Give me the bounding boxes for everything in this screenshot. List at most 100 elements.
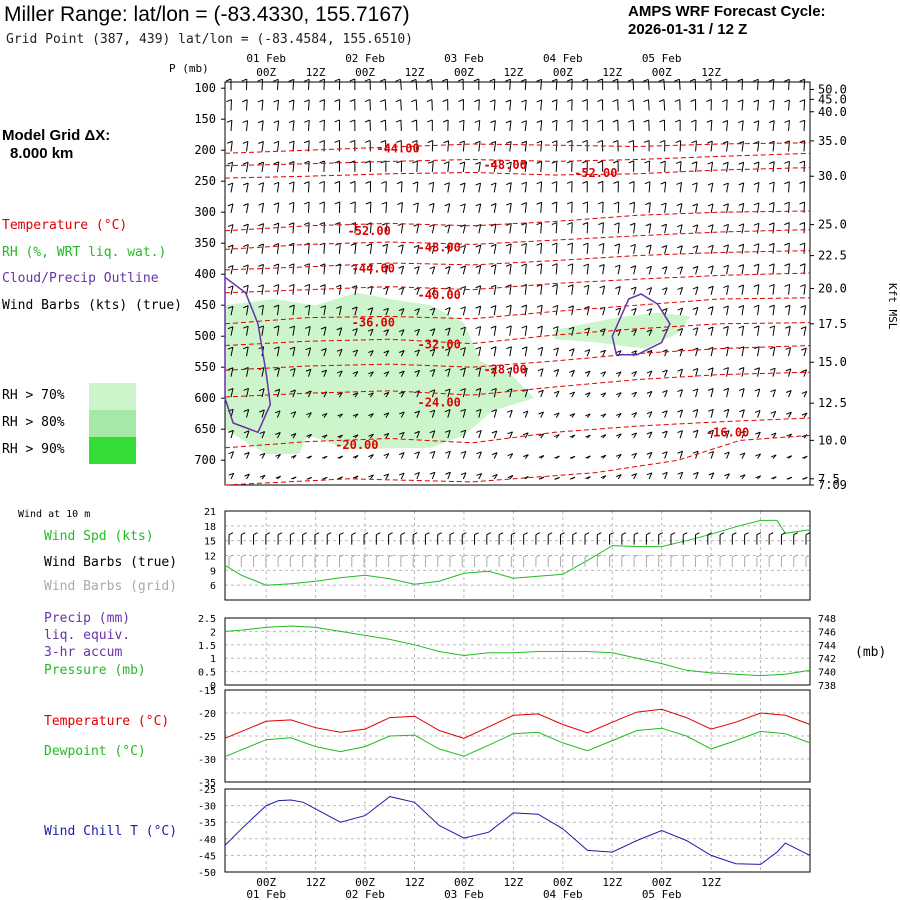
wind-barb (586, 222, 589, 234)
wind-barb-flag (336, 327, 342, 331)
wind-barb (416, 287, 420, 295)
wind-barb-flag (600, 434, 607, 438)
wind-barb-flag (505, 78, 511, 82)
wind-barb-flag (692, 429, 699, 433)
wind-barb-flag (395, 99, 401, 103)
wind-barb-flag (334, 201, 340, 205)
wind-barb (679, 266, 683, 275)
wind-barb (323, 79, 325, 91)
wind-barb-flag (707, 306, 714, 310)
wind-barb-flag (476, 451, 482, 455)
wind-barb-flag (551, 78, 558, 82)
wind-barb (540, 390, 544, 398)
grid-wind-barb-flag (351, 554, 356, 558)
wind-barb (524, 182, 527, 193)
wind-barb-flag (258, 141, 264, 144)
grid-wind-barb-flag (597, 554, 602, 558)
wind-barb-flag (459, 161, 465, 165)
wind-barb (695, 182, 698, 193)
wind-barb-flag (258, 304, 264, 308)
forecast-cycle-label: AMPS WRF Forecast Cycle: (628, 3, 826, 20)
wind-barb (695, 327, 699, 336)
wind-barb (633, 391, 638, 398)
surface-wind-barb-flag (768, 532, 774, 536)
wind-barb-flag (738, 202, 744, 206)
temperature-contour (224, 322, 811, 346)
wind-barb (509, 388, 513, 398)
grid-wind-barb-flag (486, 554, 492, 558)
wind-barb-flag (646, 411, 653, 415)
wind-barb (757, 410, 761, 418)
wind-barb-flag (600, 328, 606, 332)
surface-wind-barb-flag (228, 532, 234, 536)
wind-barb-flag (754, 388, 760, 392)
pressure-tick-label: 400 (194, 267, 216, 281)
wind-barb-flag (475, 387, 481, 391)
wind-barb (741, 452, 746, 459)
wind-barb-flag (303, 222, 310, 226)
wind-barb (757, 325, 760, 336)
wind-barb-flag (768, 78, 775, 82)
wind-barb-flag (411, 99, 417, 103)
y2-tick-label: 746 (818, 627, 836, 638)
wind-barb-flag (475, 408, 482, 412)
wind-barb (695, 388, 699, 398)
wind-barb-flag (365, 180, 371, 184)
wind-barb-flag (506, 388, 513, 392)
y-tick-label: 1.5 (198, 641, 216, 652)
wind-barb-flag (429, 348, 436, 352)
wind-barb-flag (399, 370, 405, 374)
wind-barb (648, 308, 653, 316)
wind-barb-flag (597, 139, 603, 143)
wind-barb-flag (677, 368, 683, 372)
wind-barb-flag (288, 78, 294, 82)
wind-barb-flag (692, 347, 699, 351)
wind-barb (726, 305, 729, 316)
wind-barb (803, 79, 806, 91)
wind-barb (400, 411, 405, 418)
wind-barb (772, 182, 775, 193)
wind-barb-flag (662, 389, 668, 393)
wind-barb-flag (429, 389, 435, 393)
temperature-contour-label: -24.00 (418, 395, 461, 409)
wind-barb (431, 79, 433, 91)
wind-barb-flag (227, 387, 234, 391)
top-tick-label: 12Z (405, 66, 425, 79)
wind-barb-flag (242, 325, 249, 329)
wind-barb-flag (475, 182, 481, 186)
wind-barb-flag (705, 78, 712, 82)
bottom-date-label: 03 Feb (444, 888, 484, 900)
wind-barb (307, 202, 310, 213)
wind-barb-flag (738, 305, 744, 308)
wind-barb-flag (738, 120, 744, 124)
wind-barb-flag (585, 455, 591, 459)
wind-barb-flag (305, 325, 311, 329)
wind-barb-flag (739, 452, 746, 456)
wind-barb-flag (585, 413, 591, 417)
wind-barb-flag (304, 99, 310, 103)
wind-barb (633, 286, 637, 295)
wind-barb-flag (475, 326, 481, 330)
wind-barb-flag (801, 369, 807, 373)
legend-wind-barbs: Wind Barbs (kts) (true) (2, 298, 183, 313)
wind-barb (695, 451, 699, 459)
wind-barb-flag (337, 476, 343, 480)
rh70-region-2 (554, 312, 691, 349)
wind-barb (555, 140, 558, 152)
grid-wind-barb-flag (339, 554, 344, 558)
wind-barb (400, 472, 405, 480)
wind-barb (617, 307, 622, 316)
wind-barb (246, 452, 250, 459)
wind-barb (493, 346, 497, 357)
grid-wind-barb-flag (511, 554, 516, 558)
temperature-contour (224, 345, 811, 371)
wind-barb (679, 389, 683, 398)
wind-barb (555, 326, 559, 336)
wind-barb-flag (397, 202, 403, 205)
wind-barb-flag (799, 242, 805, 246)
wind-barb (385, 350, 390, 357)
wind-barb (741, 141, 744, 152)
wind-barb-flag (383, 391, 390, 395)
wind-barb (292, 284, 295, 295)
bottom-tick-label: 00Z (355, 876, 375, 889)
